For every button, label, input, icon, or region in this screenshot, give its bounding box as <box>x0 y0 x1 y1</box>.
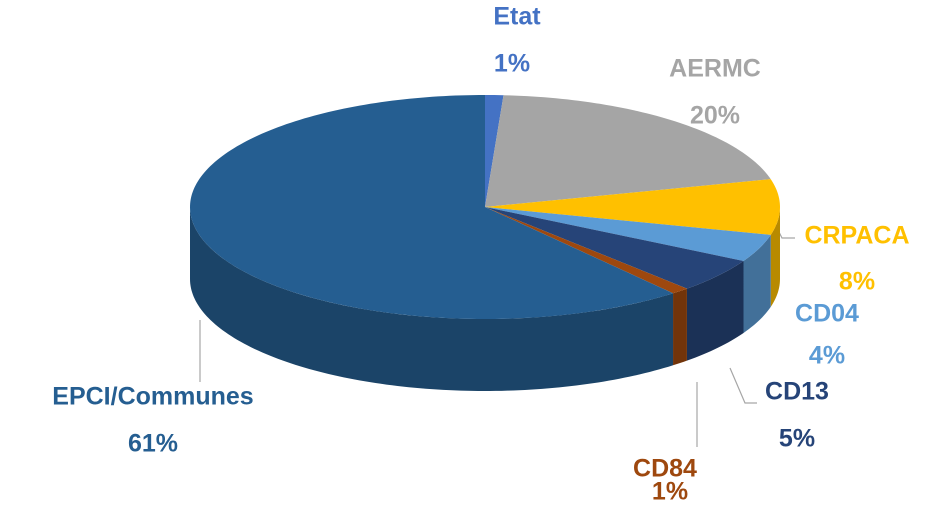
slice-side <box>190 207 674 391</box>
leader-lines <box>199 217 795 447</box>
slice <box>485 95 504 207</box>
slice <box>485 179 780 235</box>
slice-name: CRPACA <box>804 222 909 250</box>
slice-name: CD13 <box>765 378 829 406</box>
slice <box>190 95 674 319</box>
slice <box>485 207 771 261</box>
slice-name: EPCI/Communes <box>52 383 253 411</box>
slice-side <box>743 234 771 333</box>
slice-value-label: 8% <box>839 268 875 296</box>
slice <box>485 95 771 207</box>
slice-name: CD84 <box>633 455 697 483</box>
slice-name: CD04 <box>795 300 859 328</box>
slice-side <box>673 288 687 366</box>
slice <box>485 207 744 289</box>
slice-name: AERMC <box>669 55 761 83</box>
slice-side <box>686 260 744 361</box>
slice <box>485 207 687 294</box>
slice-side <box>770 207 780 307</box>
slice-value-label: 4% <box>809 342 845 370</box>
slice-value-label: 1% <box>494 50 530 78</box>
slice-value-label: 5% <box>779 425 815 453</box>
slice-value-label: 1% <box>652 478 688 506</box>
slice-value-label: 61% <box>128 430 178 458</box>
leader-line <box>729 367 757 404</box>
slice-name: Etat <box>493 3 541 31</box>
slice-value-label: 20% <box>690 102 740 130</box>
